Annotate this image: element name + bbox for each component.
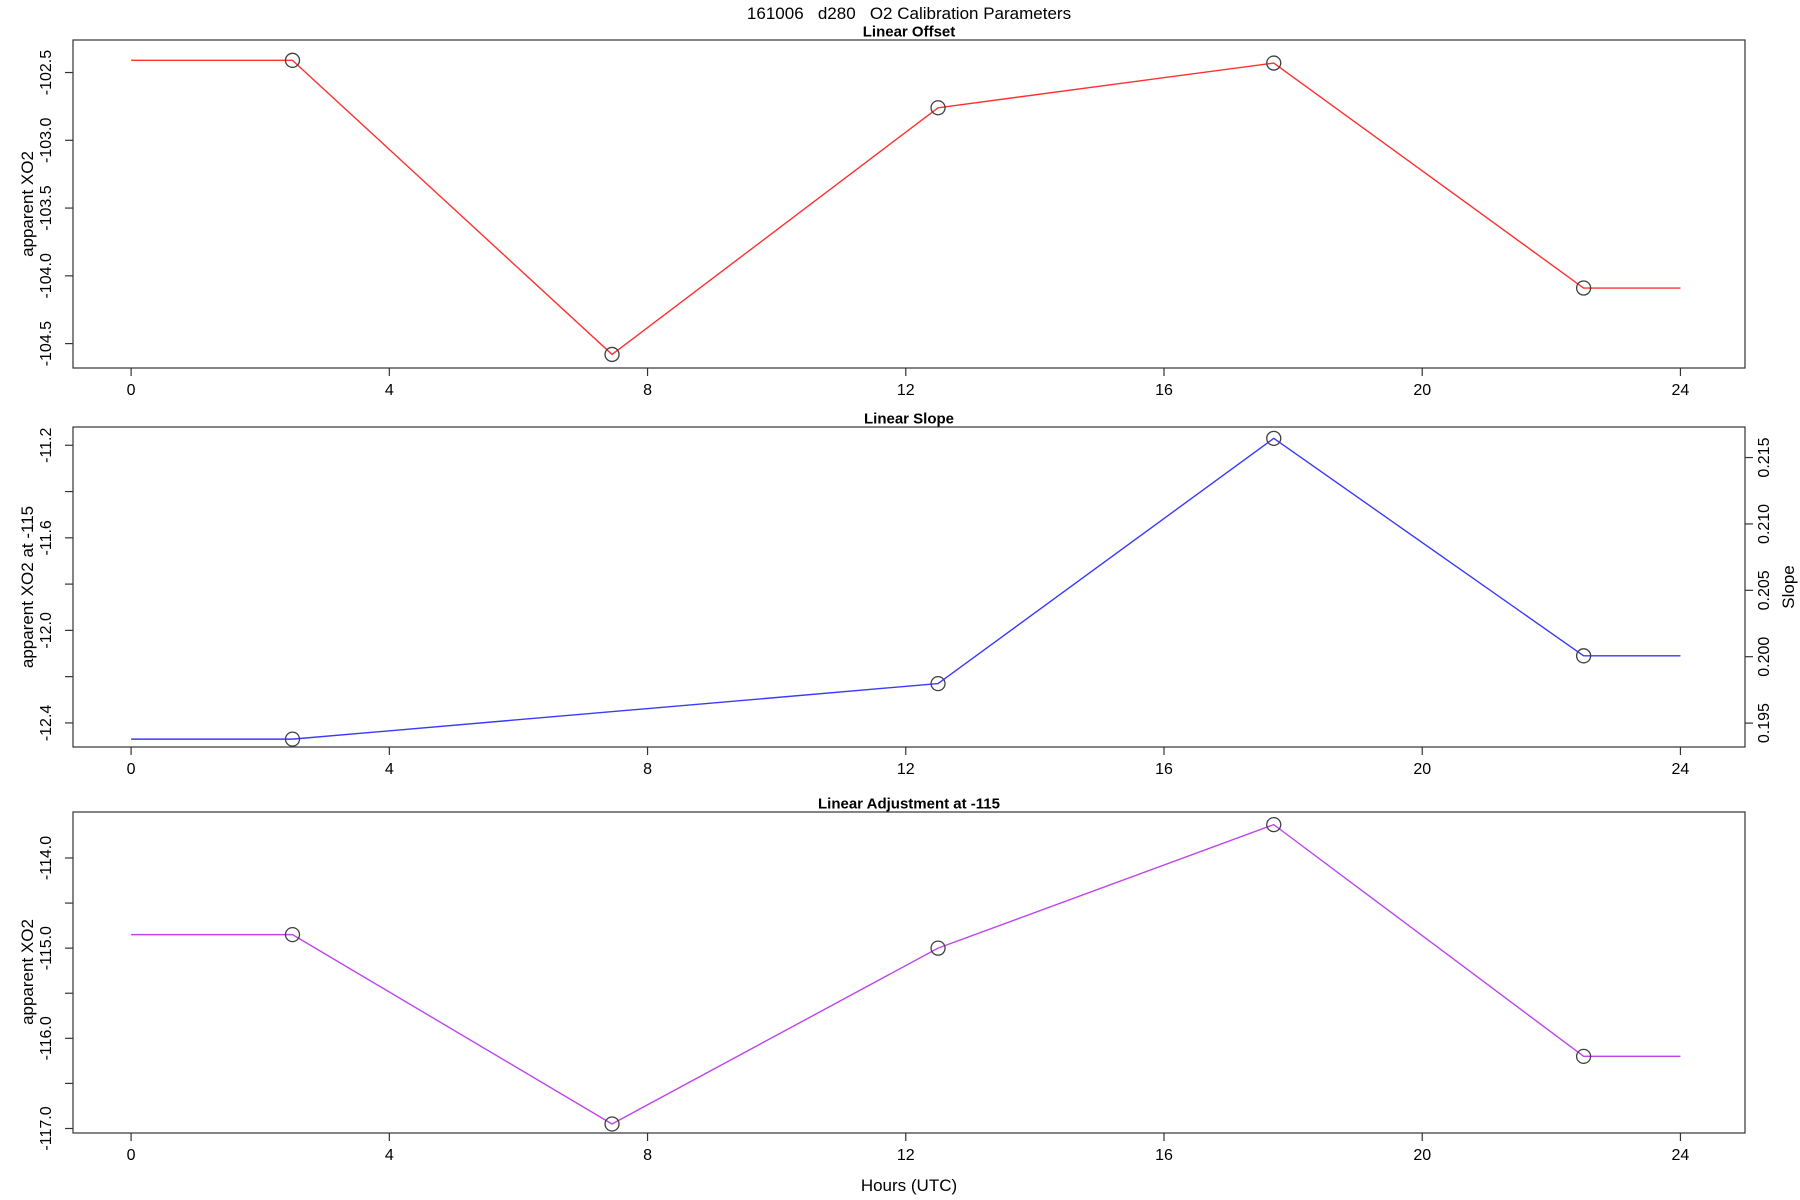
panel1-title: Linear Offset bbox=[862, 23, 956, 41]
x-tick-label: 12 bbox=[897, 1147, 915, 1164]
y-tick-label: -114.0 bbox=[38, 836, 55, 880]
right-y-tick-label: 0.215 bbox=[1756, 437, 1773, 477]
x-tick-label: 12 bbox=[897, 382, 915, 399]
data-line bbox=[131, 437, 1681, 740]
right-y-tick-label: 0.205 bbox=[1756, 570, 1773, 610]
x-tick-label: 24 bbox=[1672, 761, 1690, 778]
x-tick-label: 20 bbox=[1413, 1147, 1431, 1164]
y-tick-label: -103.5 bbox=[38, 185, 55, 230]
data-point-marker bbox=[284, 926, 301, 943]
x-tick-label: 4 bbox=[385, 1147, 394, 1164]
data-point-marker bbox=[930, 940, 946, 956]
y-tick-label: -12.4 bbox=[38, 705, 55, 742]
y-tick-label: -104.5 bbox=[38, 321, 55, 366]
x-tick-label: 0 bbox=[127, 382, 136, 399]
plot-box bbox=[72, 39, 1746, 369]
x-tick-label: 4 bbox=[385, 761, 394, 778]
data-point-marker bbox=[930, 675, 946, 692]
y-tick-label: -11.6 bbox=[38, 520, 55, 555]
x-tick-label: 20 bbox=[1413, 761, 1431, 778]
right-y-tick-label: 0.210 bbox=[1756, 504, 1773, 544]
plot-box bbox=[72, 426, 1746, 748]
data-point-marker bbox=[1575, 1048, 1592, 1065]
x-tick-label: 4 bbox=[385, 382, 394, 399]
data-line bbox=[131, 823, 1681, 1125]
x-tick-label: 8 bbox=[643, 1147, 652, 1164]
data-point-marker bbox=[284, 731, 301, 747]
data-point-marker bbox=[1266, 55, 1282, 71]
right-y-tick-label: 0.200 bbox=[1756, 637, 1773, 677]
data-point-marker bbox=[930, 100, 946, 116]
x-tick-label: 24 bbox=[1672, 1147, 1690, 1164]
x-tick-label: 24 bbox=[1672, 382, 1690, 399]
data-point-marker bbox=[604, 1116, 620, 1132]
data-line bbox=[131, 59, 1681, 356]
x-tick-label: 16 bbox=[1155, 761, 1173, 778]
y-tick-label: -117.0 bbox=[38, 1106, 55, 1150]
data-point-marker bbox=[1575, 648, 1592, 664]
x-tick-label: 16 bbox=[1155, 382, 1173, 399]
data-point-marker bbox=[1266, 816, 1282, 833]
y-tick-label: -11.2 bbox=[38, 428, 55, 463]
right-y-tick-label: 0.195 bbox=[1756, 703, 1773, 743]
x-tick-label: 12 bbox=[897, 761, 915, 778]
x-tick-label: 16 bbox=[1155, 1147, 1173, 1164]
chart-title: 161006 d280 O2 Calibration Parameters bbox=[746, 4, 1072, 23]
data-point-marker bbox=[284, 52, 301, 68]
x-tick-label: 8 bbox=[643, 382, 652, 399]
y-tick-label: -115.0 bbox=[38, 926, 55, 970]
plot-box bbox=[72, 811, 1746, 1134]
x-tick-label: 0 bbox=[127, 1147, 136, 1164]
y-tick-label: -102.5 bbox=[38, 50, 55, 95]
data-point-marker bbox=[1575, 280, 1592, 296]
y-tick-label: -12.0 bbox=[38, 612, 55, 649]
x-tick-label: 0 bbox=[127, 761, 136, 778]
y-tick-label: -116.0 bbox=[38, 1016, 55, 1060]
y-tick-label: -104.0 bbox=[38, 253, 55, 298]
panel2-title: Linear Slope bbox=[863, 410, 955, 428]
x-tick-label: 8 bbox=[643, 761, 652, 778]
data-point-marker bbox=[604, 346, 620, 363]
x-tick-label: 20 bbox=[1413, 382, 1431, 399]
data-point-marker bbox=[1266, 430, 1282, 446]
panel3-title: Linear Adjustment at -115 bbox=[818, 795, 1000, 813]
y-tick-label: -103.0 bbox=[38, 118, 55, 163]
x-axis-label: Hours (UTC) bbox=[860, 1176, 958, 1195]
